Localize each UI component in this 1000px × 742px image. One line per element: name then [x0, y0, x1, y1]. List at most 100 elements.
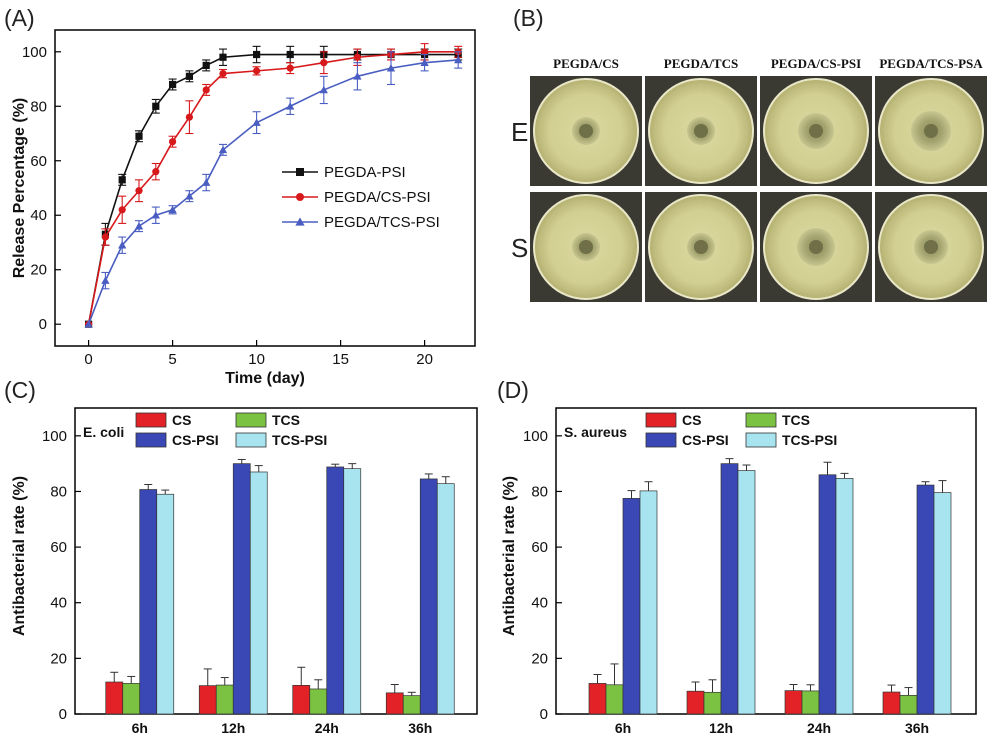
legend-label: TCS: [272, 412, 300, 428]
legend-swatch: [645, 432, 677, 448]
data-point: [135, 187, 143, 195]
data-point: [168, 205, 177, 214]
legend-label: CS-PSI: [172, 432, 219, 448]
bar-group-36h: [385, 473, 455, 715]
bar-tcs: [899, 695, 918, 715]
data-point: [219, 53, 227, 61]
data-point: [185, 192, 194, 200]
sample-disc: [694, 124, 708, 138]
data-point: [286, 102, 295, 110]
plate-photo: [875, 76, 987, 186]
data-point: [353, 53, 361, 61]
dish-rim: [539, 84, 633, 178]
data-point: [101, 276, 110, 284]
legend-item-tcs: TCS: [745, 412, 810, 428]
bar-cs-psi: [419, 478, 438, 715]
panel-a-x-axis-label: Time (day): [225, 370, 305, 387]
bar-cs: [784, 690, 803, 715]
panel-d-saureus-chart: 0 20 40 60 80 100 6h 12h 24h 36h CS TCS CS-PSI TCS-P…: [501, 407, 977, 736]
panel-a-legend: PEGDA-PSI PEGDA/CS-PSI PEGDA/TCS-PSI: [282, 164, 440, 231]
bar-cs: [198, 685, 217, 715]
data-point: [118, 206, 126, 214]
data-point: [84, 320, 93, 328]
bar-tcs: [801, 690, 820, 715]
data-point: [421, 48, 429, 56]
dish-rim: [884, 200, 978, 294]
panel-c-y-axis-label: Antibacterial rate (%): [11, 476, 28, 636]
legend-marker: [296, 168, 304, 176]
legend-label: CS-PSI: [682, 432, 729, 448]
panel-c-bars: [105, 458, 455, 715]
legend-item-cs: CS: [135, 412, 191, 428]
x-tick-label: 0: [84, 351, 92, 368]
sample-disc: [694, 240, 708, 254]
plate-photo: [530, 192, 642, 302]
panel-a-frame: [54, 29, 476, 347]
panel-c-ecoli-chart: 0 20 40 60 80 100 6h 12h 24h 36h CS TCS CS-PSI TCS-P…: [11, 407, 478, 736]
panel-label-b: (B): [513, 5, 544, 31]
y-tick-label: 0: [540, 706, 548, 723]
y-tick-label: 80: [50, 483, 67, 500]
data-point: [353, 72, 362, 80]
data-point: [169, 138, 177, 146]
legend-label: CS: [172, 412, 191, 428]
data-point: [134, 221, 144, 230]
dish-rim: [654, 84, 748, 178]
data-point: [152, 102, 160, 110]
panel-d-bars: [588, 458, 952, 715]
bar-group-24h: [292, 463, 362, 715]
bar-tcs: [215, 684, 234, 715]
bar-tcs: [605, 684, 624, 715]
y-tick-label: 20: [531, 650, 548, 667]
plate-photo: [875, 192, 987, 302]
legend-marker: [296, 193, 304, 201]
bar-tcs-psi: [343, 468, 362, 715]
y-tick-label: 100: [42, 428, 67, 445]
legend-label: TCS: [782, 412, 810, 428]
bar-cs: [385, 692, 404, 715]
column-header-pegda-tcs: PEGDA/TCS: [664, 56, 738, 71]
y-tick-label: 0: [39, 316, 47, 333]
series-pegda-cs-psi: [85, 43, 463, 328]
panel-d-legend: CS TCS CS-PSI TCS-PSI: [645, 412, 837, 448]
sample-disc: [809, 124, 823, 138]
series-line-pegda-tcs-psi: [87, 59, 459, 325]
legend-item-tcs: TCS: [235, 412, 300, 428]
panel-a-axes: 0 5 10 15 20 0 20 40 60 80 100: [22, 44, 433, 368]
panel-label-c: (C): [4, 377, 36, 403]
legend-swatch: [135, 412, 167, 428]
panel-c-legend: CS TCS CS-PSI TCS-PSI: [135, 412, 327, 448]
legend-item-tcs-psi: TCS-PSI: [235, 432, 327, 448]
panel-c-axes: 0 20 40 60 80 100 6h 12h 24h 36h: [42, 428, 432, 736]
data-point: [320, 59, 328, 67]
x-tick-label: 12h: [221, 720, 245, 736]
data-point: [152, 168, 160, 176]
x-tick-label: 6h: [132, 720, 148, 736]
data-point: [252, 118, 261, 126]
bar-cs-psi: [139, 489, 158, 715]
sample-disc: [924, 124, 938, 138]
data-point: [218, 145, 228, 154]
bar-cs-psi: [916, 484, 935, 715]
dish-rim: [769, 200, 863, 294]
panel-b-plate-photos: PEGDA/CS PEGDA/TCS PEGDA/CS-PSI PEGDA/TCS-P…: [511, 56, 987, 302]
y-tick-label: 40: [531, 595, 548, 612]
x-tick-label: 5: [168, 351, 176, 368]
y-tick-label: 40: [50, 595, 67, 612]
bar-cs-psi: [818, 474, 837, 715]
data-point: [253, 50, 261, 59]
data-point: [202, 178, 211, 186]
data-point: [202, 61, 210, 70]
panel-a-release-chart: 0 5 10 15 20 0 20 40 60 80 100 PEGDA-PSI PEGDA/CS-P…: [11, 29, 476, 387]
legend-item-pegda-tcs-psi: PEGDA/TCS-PSI: [282, 214, 440, 231]
dish-rim: [539, 200, 633, 294]
legend-label: PEGDA/CS-PSI: [324, 189, 431, 206]
bar-tcs-psi: [156, 493, 175, 715]
plate-photo: [760, 192, 872, 302]
x-tick-label: 15: [332, 351, 349, 368]
y-tick-label: 80: [531, 483, 548, 500]
panel-a-series: [84, 43, 463, 328]
panel-d-frame: [555, 407, 977, 715]
data-point: [454, 55, 463, 64]
dish-rim: [884, 84, 978, 178]
